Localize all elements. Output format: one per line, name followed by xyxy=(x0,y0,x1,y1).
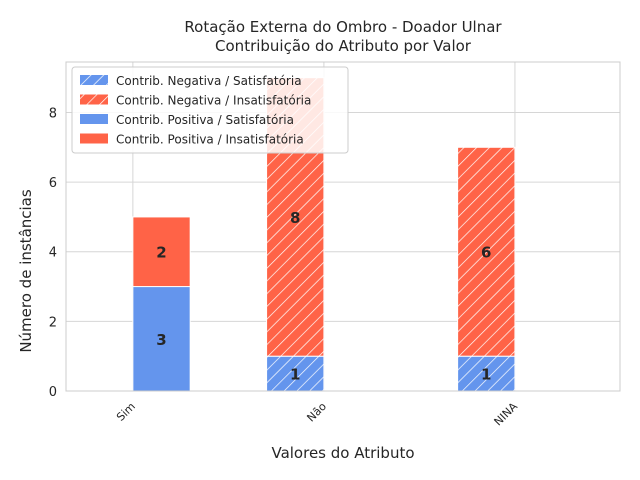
data-label: 1 xyxy=(481,366,491,384)
legend-swatch-hatch xyxy=(80,94,108,105)
x-axis-ticks: Sim Não NINA xyxy=(114,400,520,429)
bar-hatch xyxy=(457,147,515,357)
y-tick-label: 0 xyxy=(49,385,57,400)
x-axis-label: Valores do Atributo xyxy=(271,444,414,462)
bar-segment xyxy=(132,216,191,288)
legend-box xyxy=(71,66,349,154)
legend-label: Contrib. Negativa / Satisfatória xyxy=(116,74,302,88)
y-tick-label: 8 xyxy=(49,106,57,121)
data-labels: 1 8 1 6 3 2 xyxy=(156,209,491,384)
legend-swatch xyxy=(80,114,108,124)
legend-swatch-hatch xyxy=(80,75,108,85)
x-tick-label: NINA xyxy=(492,400,521,429)
y-tick-label: 6 xyxy=(49,176,57,191)
plot-frame xyxy=(65,61,621,392)
data-label: 6 xyxy=(481,244,491,262)
bar-segment xyxy=(132,286,191,392)
plot-border xyxy=(65,61,621,392)
y-tick-label: 4 xyxy=(49,246,57,261)
bar-hatch xyxy=(266,356,324,391)
y-axis-label: Número de instâncias xyxy=(17,189,35,353)
legend-label: Contrib. Positiva / Insatisfatória xyxy=(116,133,304,147)
chart-title-line-1: Rotação Externa do Ombro - Doador Ulnar xyxy=(184,18,502,36)
data-label: 1 xyxy=(290,366,300,384)
legend: Contrib. Negativa / Satisfatória Contrib.… xyxy=(71,66,349,154)
legend-label: Contrib. Positiva / Satisfatória xyxy=(116,113,294,127)
x-tick-label: Não xyxy=(304,400,329,425)
legend-label: Contrib. Negativa / Insatisfatória xyxy=(116,94,311,108)
y-axis-ticks: 0 2 4 6 8 xyxy=(49,106,57,400)
x-tick-label: Sim xyxy=(114,400,138,424)
data-label: 2 xyxy=(156,244,166,262)
data-label: 8 xyxy=(290,209,300,227)
chart-title-line-2: Contribuição do Atributo por Valor xyxy=(215,37,472,55)
bar-hatch xyxy=(457,356,515,391)
legend-swatch xyxy=(80,133,108,144)
y-tick-label: 2 xyxy=(49,315,57,330)
data-label: 3 xyxy=(156,331,166,349)
